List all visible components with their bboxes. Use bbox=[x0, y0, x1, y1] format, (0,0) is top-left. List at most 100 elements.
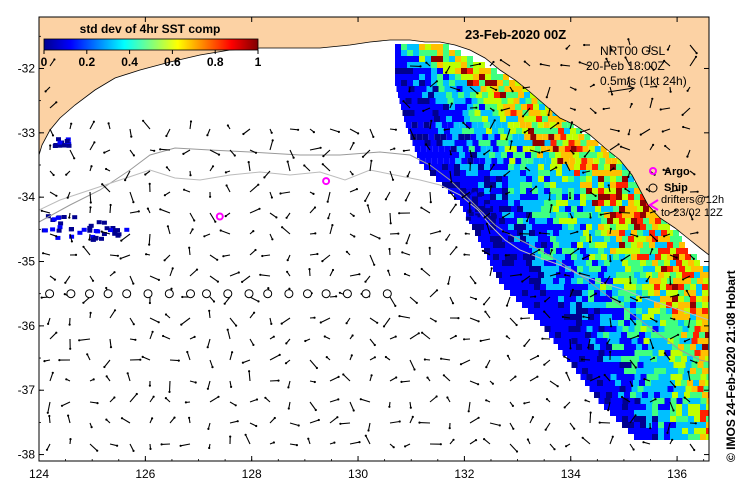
sst-cell bbox=[628, 248, 634, 254]
sst-cell bbox=[490, 236, 496, 242]
sst-cell bbox=[499, 218, 505, 224]
current-vector bbox=[105, 418, 111, 424]
current-vector bbox=[609, 254, 612, 263]
sst-cell bbox=[460, 170, 466, 176]
sst-cell bbox=[673, 266, 679, 272]
current-vector bbox=[249, 183, 260, 193]
sst-cell bbox=[625, 218, 631, 224]
sst-cell bbox=[640, 248, 646, 254]
sst-cell bbox=[437, 50, 443, 56]
sst-cell bbox=[529, 242, 535, 248]
sst-cell bbox=[700, 398, 707, 404]
sst-cell bbox=[664, 272, 670, 278]
sst-cell bbox=[646, 260, 652, 266]
current-vector bbox=[369, 317, 379, 324]
current-vector bbox=[263, 170, 271, 179]
sst-cell bbox=[648, 344, 654, 350]
sst-cell bbox=[624, 314, 630, 320]
sst-cell bbox=[449, 104, 455, 110]
current-vector bbox=[505, 128, 511, 141]
sst-cell bbox=[521, 158, 528, 164]
current-vector bbox=[208, 443, 211, 450]
colorbar-tick-label: 0 bbox=[41, 55, 48, 69]
current-vector bbox=[469, 162, 472, 172]
sst-cell bbox=[585, 380, 591, 386]
sst-cell bbox=[526, 236, 532, 242]
sst-cell bbox=[622, 170, 628, 176]
current-vector bbox=[286, 254, 291, 262]
sst-cell bbox=[616, 248, 622, 254]
sst-cell bbox=[693, 380, 699, 386]
sst-cell bbox=[586, 326, 593, 332]
sst-cell bbox=[536, 134, 543, 140]
sst-cell bbox=[470, 134, 477, 140]
sst-cell bbox=[634, 236, 640, 242]
sst-cell bbox=[461, 158, 468, 164]
sst-cell bbox=[643, 362, 650, 368]
current-vector bbox=[569, 338, 572, 350]
current-vector bbox=[249, 149, 258, 154]
sst-cell bbox=[556, 194, 562, 200]
sst-cell bbox=[678, 344, 684, 350]
sst-cell bbox=[432, 86, 439, 92]
sst-cell bbox=[493, 266, 499, 272]
sst-cell bbox=[423, 152, 429, 158]
sst-cell bbox=[589, 278, 595, 284]
current-vector bbox=[309, 146, 322, 151]
sst-cell bbox=[419, 104, 425, 110]
sst-cell bbox=[461, 74, 467, 80]
sst-cell bbox=[703, 362, 709, 368]
sst-cell bbox=[588, 146, 595, 152]
sst-cell bbox=[616, 272, 622, 278]
current-vector bbox=[389, 232, 400, 235]
sst-cell bbox=[473, 74, 479, 80]
sst-cell bbox=[625, 206, 631, 212]
sst-cell bbox=[694, 410, 700, 416]
sst-cell bbox=[646, 248, 652, 254]
sst-cell bbox=[514, 260, 520, 266]
sst-cell bbox=[465, 152, 471, 158]
sst-cell bbox=[640, 434, 646, 440]
sst-cell bbox=[538, 212, 544, 218]
current-vector bbox=[86, 353, 91, 361]
current-vector bbox=[162, 334, 171, 340]
sst-cell bbox=[598, 272, 604, 278]
sst-cell bbox=[652, 248, 658, 254]
sst-cell bbox=[455, 56, 461, 62]
sst-cell bbox=[491, 80, 497, 86]
sst-cell bbox=[546, 290, 552, 296]
current-vector bbox=[264, 396, 271, 403]
current-vector bbox=[425, 143, 431, 151]
current-vector bbox=[409, 359, 416, 371]
sst-cell bbox=[696, 296, 702, 302]
sst-cell bbox=[493, 230, 499, 236]
sst-cell bbox=[607, 266, 613, 272]
sst-cell bbox=[694, 272, 700, 278]
sst-cell bbox=[652, 260, 658, 266]
sst-cell bbox=[634, 350, 641, 356]
sst-cell bbox=[104, 226, 110, 231]
sst-cell bbox=[595, 362, 602, 368]
current-vector bbox=[359, 398, 371, 403]
sst-cell bbox=[562, 164, 568, 170]
sst-cell bbox=[524, 116, 530, 122]
sst-cell bbox=[437, 44, 443, 50]
current-vector bbox=[149, 395, 155, 403]
sst-cell bbox=[607, 242, 613, 248]
sst-cell bbox=[676, 416, 682, 422]
sst-cell bbox=[640, 410, 646, 416]
sst-cell bbox=[568, 272, 574, 278]
sst-cell bbox=[531, 152, 537, 158]
sst-cell bbox=[460, 140, 467, 146]
sst-cell bbox=[607, 206, 613, 212]
sst-cell bbox=[618, 290, 624, 296]
sst-cell bbox=[535, 278, 541, 284]
sst-cell bbox=[580, 140, 587, 146]
sst-cell bbox=[563, 158, 570, 164]
sst-cell bbox=[478, 212, 484, 218]
sst-cell bbox=[639, 332, 645, 338]
current-vector bbox=[168, 380, 171, 393]
sst-cell bbox=[485, 204, 491, 209]
sst-cell bbox=[535, 266, 541, 272]
sst-cell bbox=[675, 380, 681, 386]
